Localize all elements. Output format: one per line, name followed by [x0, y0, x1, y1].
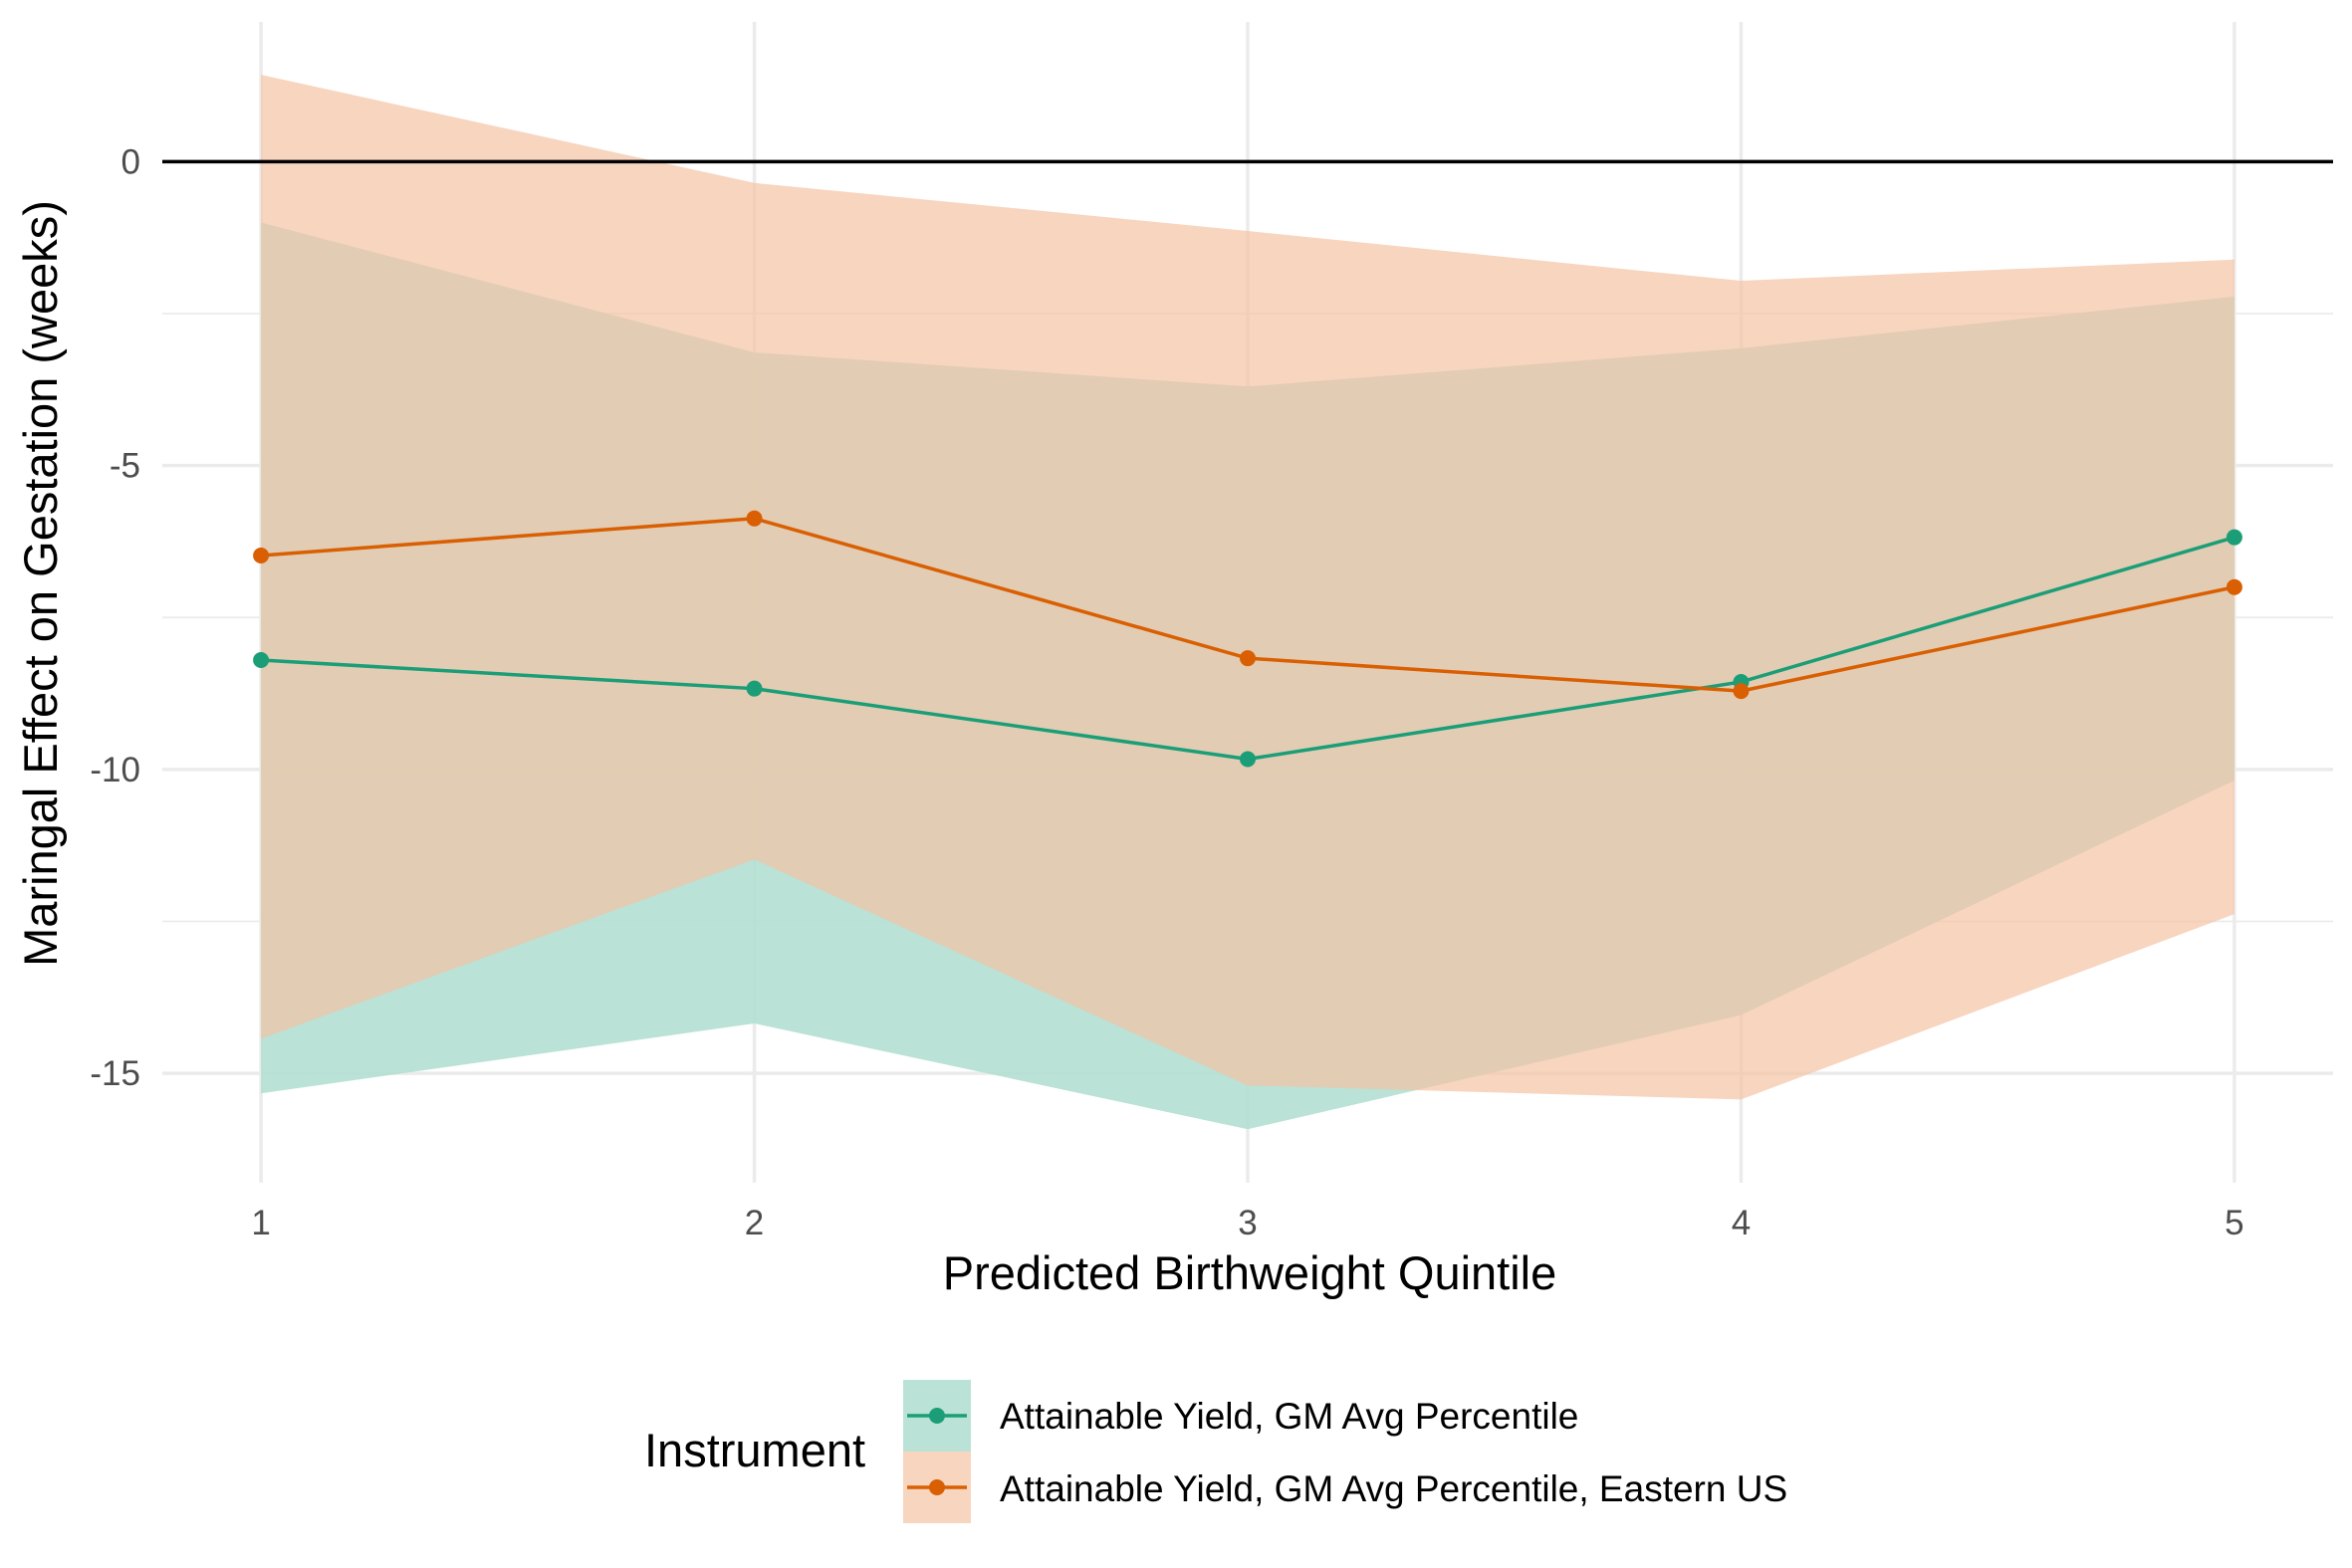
point-series-2-x2: [746, 510, 763, 527]
series-points: [253, 510, 2242, 768]
x-tick-label-3: 3: [1238, 1204, 1257, 1242]
y-axis-title: Maringal Effect on Gestation (weeks): [14, 200, 67, 967]
confidence-band-series-2: [261, 75, 2234, 1100]
legend-label-series-1: Attainable Yield, GM Avg Percentile: [1000, 1396, 1578, 1437]
point-series-1-x3: [1240, 751, 1256, 768]
legend: Instrument Attainable Yield, GM Avg Perc…: [644, 1380, 1787, 1523]
y-tick-label-2: -10: [90, 751, 140, 789]
y-tick-label-1: -5: [110, 447, 140, 486]
legend-title: Instrument: [644, 1424, 865, 1476]
legend-key-point-1: [929, 1408, 945, 1424]
point-series-1-x1: [253, 651, 270, 668]
point-series-1-x2: [746, 680, 763, 697]
point-series-2-x3: [1240, 650, 1256, 667]
y-tick-label-0: 0: [121, 142, 140, 181]
x-axis-title: Predicted Birthweight Quintile: [943, 1246, 1557, 1299]
x-tick-label-4: 4: [1732, 1204, 1751, 1242]
y-tick-labels: 0 -5 -10 -15: [90, 142, 140, 1093]
x-tick-label-1: 1: [251, 1204, 270, 1242]
x-tick-labels: 1 2 3 4 5: [251, 1204, 2243, 1242]
confidence-bands: [261, 75, 2234, 1130]
point-series-2-x1: [253, 547, 270, 563]
legend-key-point-2: [929, 1479, 945, 1495]
legend-label-series-2: Attainable Yield, GM Avg Percentile, Eas…: [1000, 1468, 1787, 1509]
point-series-2-x4: [1733, 683, 1750, 700]
x-tick-label-2: 2: [745, 1204, 764, 1242]
y-tick-label-3: -15: [90, 1054, 140, 1093]
point-series-1-x5: [2226, 529, 2242, 546]
x-tick-label-5: 5: [2225, 1204, 2243, 1242]
legend-keys: [903, 1380, 971, 1523]
point-series-2-x5: [2226, 578, 2242, 595]
